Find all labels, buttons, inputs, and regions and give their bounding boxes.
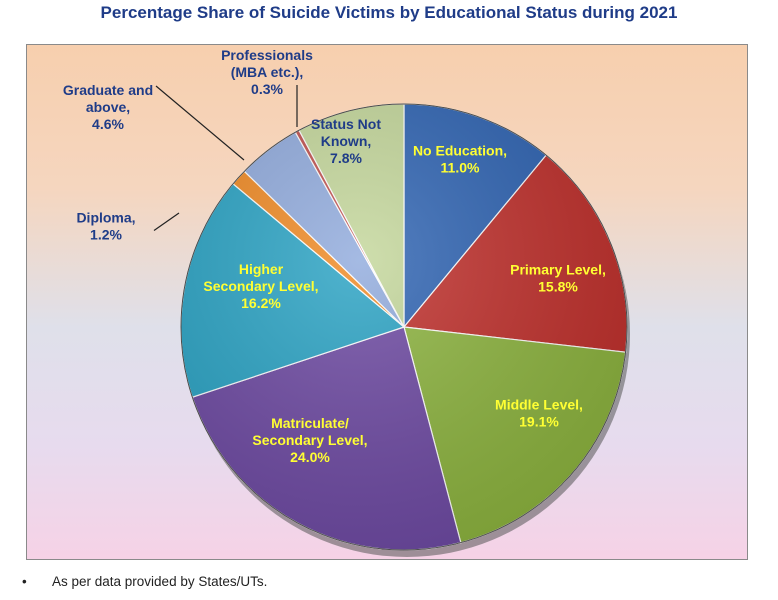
slice-label-line: No Education, [413, 143, 507, 159]
slice-label-line: Higher [239, 261, 284, 277]
footnote: • As per data provided by States/UTs. [22, 574, 267, 589]
slice-label-line: 24.0% [290, 449, 330, 465]
slice-label-8: Professionals(MBA etc.),0.3% [221, 47, 313, 127]
slice-label-line: 7.8% [330, 150, 362, 166]
slice-label-line: Middle Level, [495, 397, 583, 413]
leader-line-6 [153, 212, 180, 231]
footnote-text: As per data provided by States/UTs. [52, 574, 268, 589]
slice-label-line: Matriculate/ [271, 415, 349, 431]
leader-line-7 [155, 85, 245, 161]
slice-label-line: above, [86, 99, 130, 115]
slice-label-line: Status Not [311, 116, 381, 132]
bullet-icon: • [22, 574, 27, 589]
slice-label-line: 4.6% [92, 116, 124, 132]
slice-label-line: Secondary Level, [203, 278, 318, 294]
pie-chart: No Education,11.0% Primary Level,15.8% Mid… [63, 47, 630, 557]
slice-label-line: 11.0% [441, 160, 480, 176]
slice-label-2: Primary Level,15.8% [510, 262, 606, 295]
slice-label-line: 1.2% [90, 227, 122, 243]
slice-label-line: 16.2% [241, 295, 281, 311]
slice-label-line: Secondary Level, [252, 432, 367, 448]
slice-label-line: Graduate and [63, 82, 153, 98]
slice-label-6: Diploma,1.2% [76, 210, 180, 243]
slice-label-line: (MBA etc.), [231, 64, 304, 80]
chart-title: Percentage Share of Suicide Victims by E… [100, 3, 678, 22]
slice-label-line: 0.3% [251, 81, 283, 97]
slice-label-4: Matriculate/Secondary Level,24.0% [252, 415, 367, 465]
slice-label-line: Professionals [221, 47, 313, 63]
pie-gloss [180, 103, 628, 551]
slice-label-line: Known, [321, 133, 372, 149]
chart-area: No Education, 11.0% Primary Level, 15.8% Mid… [26, 44, 748, 560]
slice-label-line: 19.1% [519, 414, 559, 430]
slice-label-line: 15.8% [538, 279, 578, 295]
slice-label-line: Diploma, [76, 210, 135, 226]
slice-label-line: Primary Level, [510, 262, 606, 278]
slice-label-3: Middle Level,19.1% [495, 397, 583, 430]
slice-label-1: No Education,11.0% [413, 143, 507, 176]
